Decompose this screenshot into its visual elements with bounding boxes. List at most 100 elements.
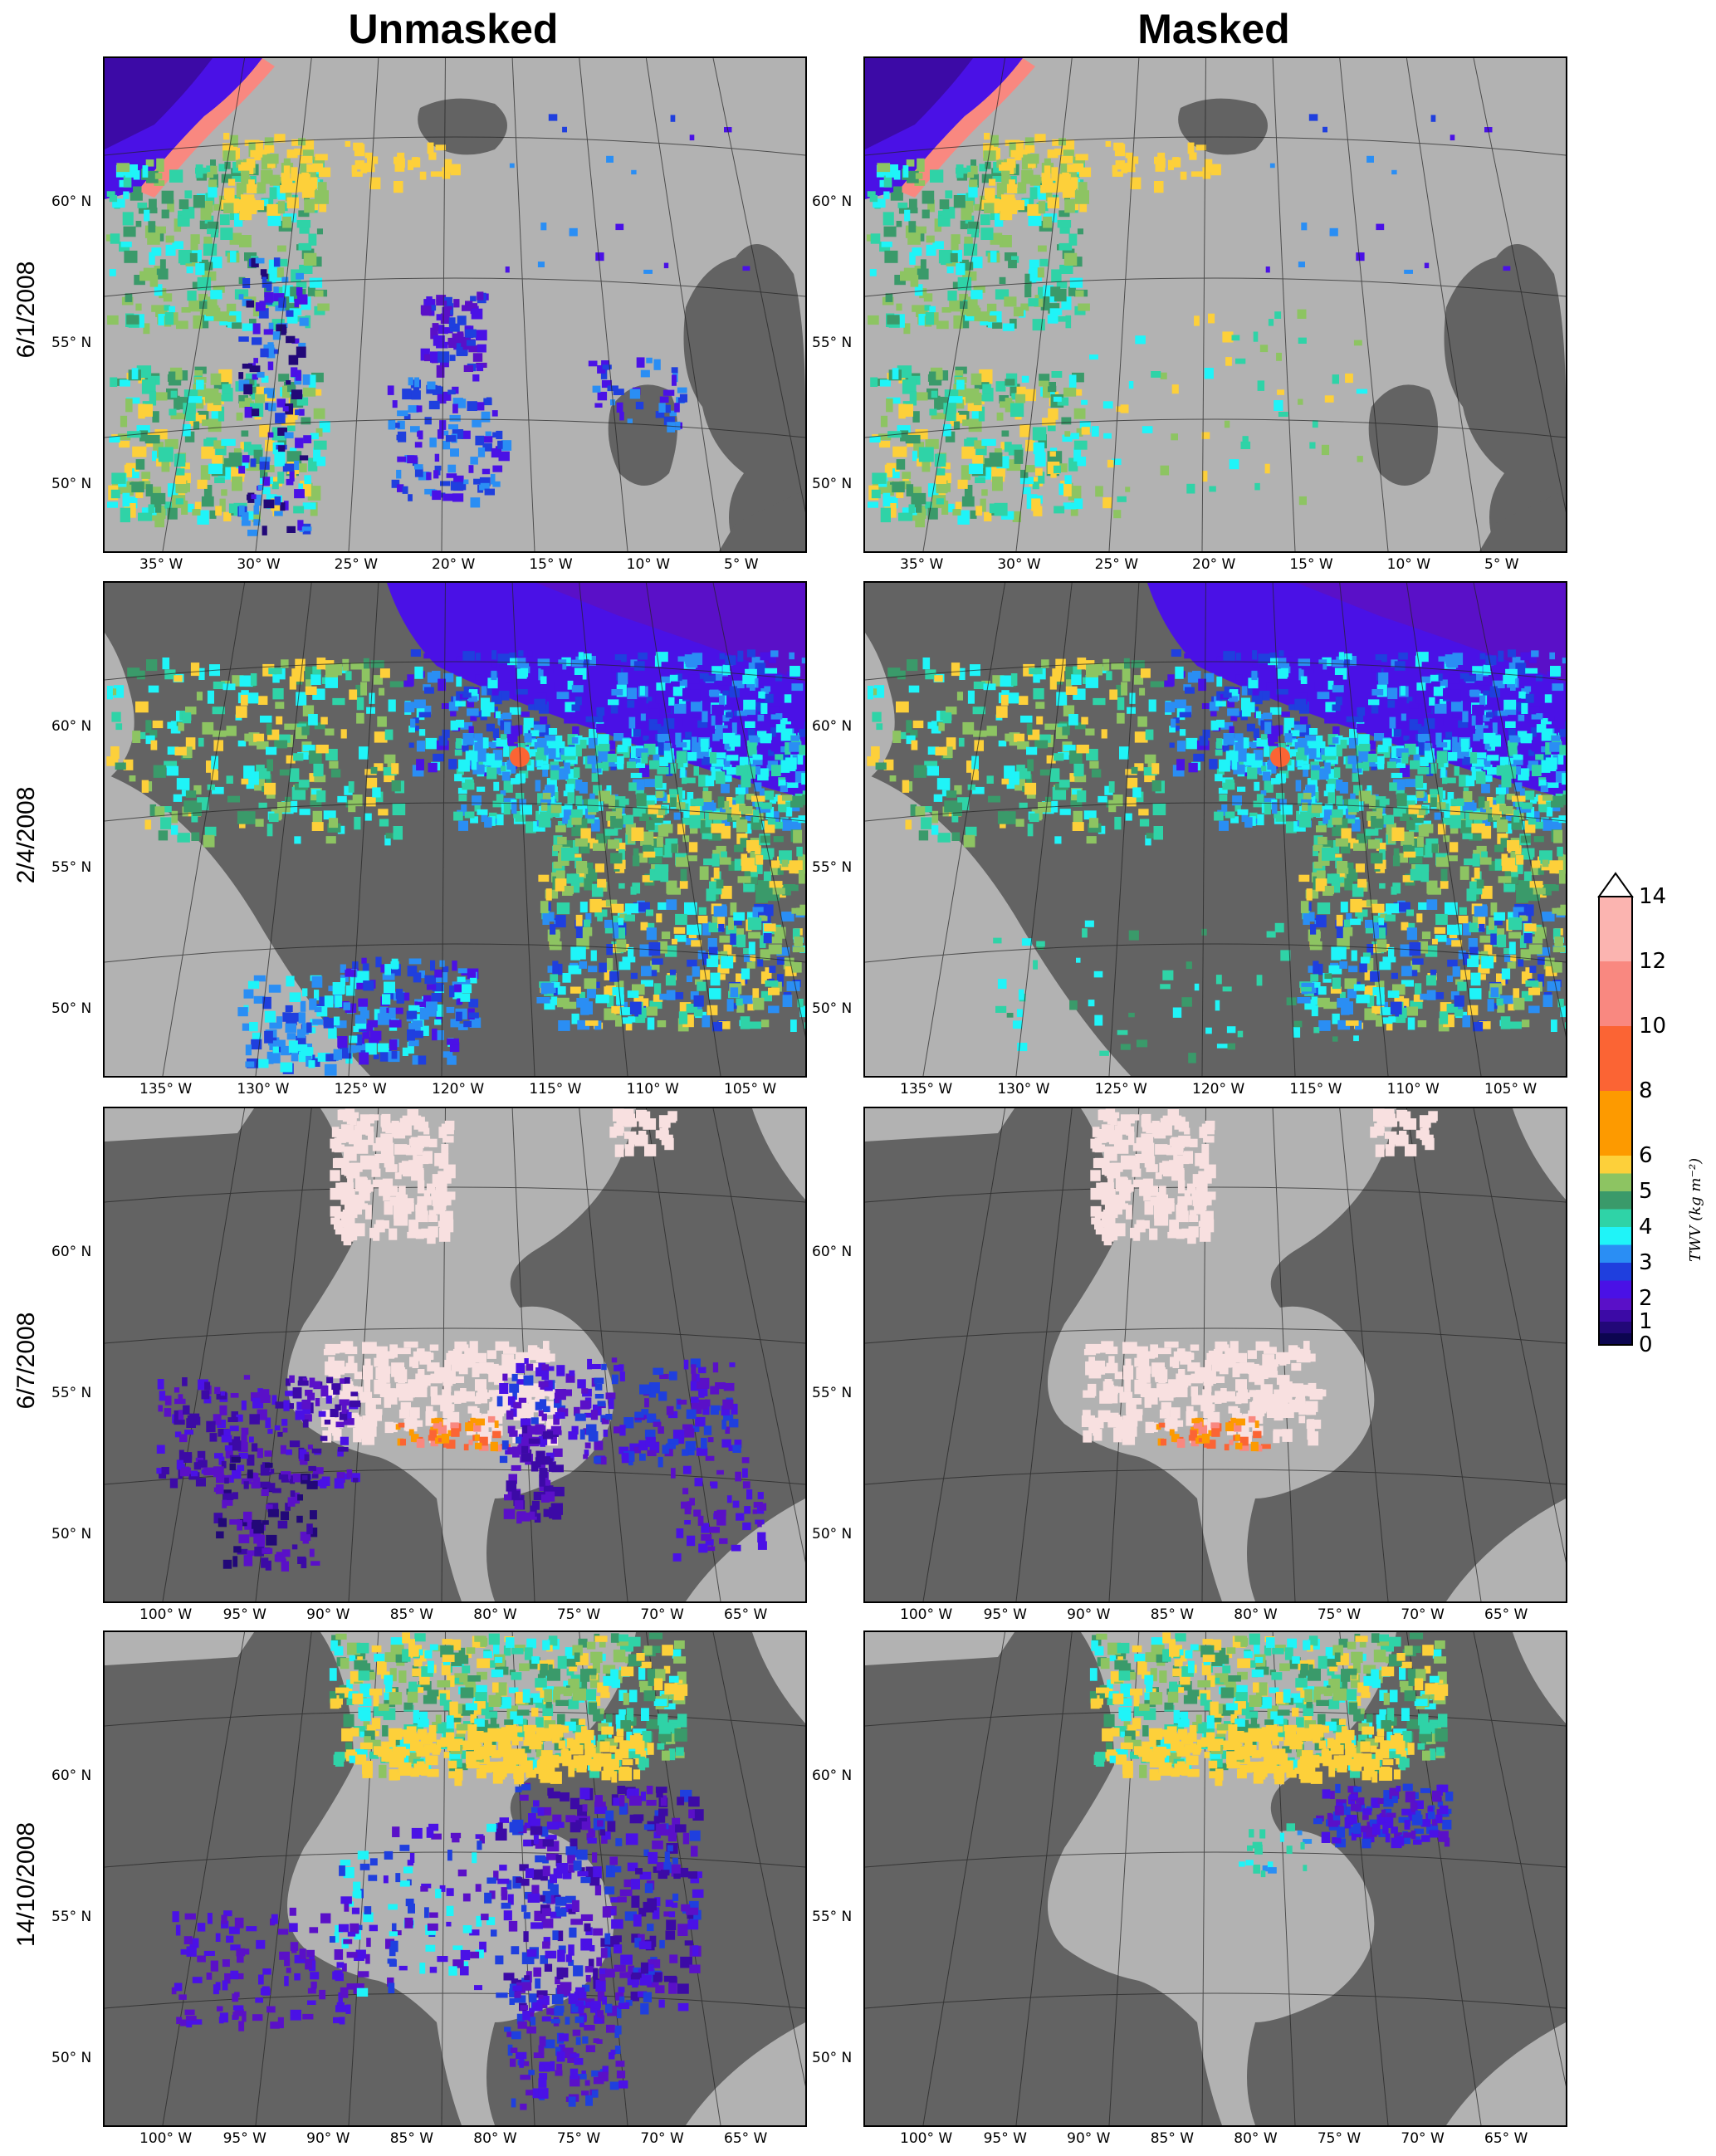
- longitude-label: 130° W: [997, 1081, 1050, 1098]
- graticule: [865, 1108, 1566, 1601]
- longitude-label: 30° W: [237, 556, 281, 573]
- map-canvas: [105, 1108, 805, 1601]
- latitude-label: 60° N: [812, 1767, 853, 1784]
- retrieval-pixels: [1081, 1108, 1438, 1452]
- longitude-label: 105° W: [1484, 1081, 1538, 1098]
- longitude-label: 75° W: [1317, 2130, 1362, 2147]
- longitude-label: 70° W: [1401, 2130, 1445, 2147]
- longitude-label: 95° W: [222, 2130, 266, 2147]
- longitude-label: 90° W: [1067, 1606, 1111, 1623]
- longitude-label: 135° W: [900, 1081, 953, 1098]
- colorbar-scale: [1597, 872, 1634, 1346]
- row-label-date-1: 6/1/2008: [12, 261, 40, 359]
- colorbar-band: [1599, 1298, 1632, 1310]
- longitude-label: 95° W: [222, 1606, 266, 1623]
- retrieval-pixels: [156, 1108, 767, 1572]
- longitude-label: 25° W: [334, 556, 379, 573]
- longitude-label: 85° W: [1150, 2130, 1195, 2147]
- great-britain: [1444, 244, 1566, 551]
- longitude-label: 35° W: [900, 556, 944, 573]
- latitude-label: 55° N: [51, 335, 92, 351]
- map-panel-unmasked-1: [103, 56, 807, 553]
- retrieval-pixels: [105, 114, 750, 536]
- longitude-label: 75° W: [556, 2130, 601, 2147]
- colorbar-title: TWV (kg m⁻²): [1687, 1157, 1704, 1262]
- longitude-label: 20° W: [1192, 556, 1236, 573]
- colorbar-tick-label: 6: [1639, 1143, 1653, 1168]
- map-panel-masked-1: [863, 56, 1567, 553]
- latitude-label: 50° N: [51, 2050, 92, 2066]
- iceland: [418, 98, 507, 155]
- latitude-label: 60° N: [812, 718, 853, 735]
- longitude-label: 80° W: [473, 2130, 517, 2147]
- longitude-label: 100° W: [900, 1606, 953, 1623]
- graticule: [105, 583, 805, 1076]
- map-canvas: [865, 583, 1566, 1076]
- colorbar-band: [1599, 1280, 1632, 1298]
- longitude-label: 100° W: [900, 2130, 953, 2147]
- longitude-label: 115° W: [1289, 1081, 1342, 1098]
- longitude-label: 65° W: [724, 1606, 768, 1623]
- colorbar-band: [1599, 1191, 1632, 1210]
- longitude-label: 75° W: [1317, 1606, 1362, 1623]
- latitude-label: 55° N: [51, 859, 92, 876]
- retrieval-pixels: [867, 649, 1566, 1063]
- longitude-label: 90° W: [1067, 2130, 1111, 2147]
- latitude-label: 60° N: [812, 193, 853, 210]
- map-canvas: [865, 1632, 1566, 2125]
- longitude-label: 20° W: [432, 556, 476, 573]
- longitude-label: 120° W: [1192, 1081, 1245, 1098]
- colorbar-band: [1599, 1026, 1632, 1091]
- longitude-label: 65° W: [724, 2130, 768, 2147]
- map-panel-unmasked-2: [103, 581, 807, 1078]
- colorbar-band: [1599, 1310, 1632, 1322]
- latitude-label: 50° N: [51, 1526, 92, 1542]
- map-canvas: [105, 583, 805, 1076]
- longitude-label: 5° W: [1484, 556, 1519, 573]
- great-britain: [683, 244, 805, 551]
- longitude-label: 90° W: [306, 2130, 350, 2147]
- longitude-label: 125° W: [334, 1081, 387, 1098]
- longitude-label: 90° W: [306, 1606, 350, 1623]
- graticule: [865, 58, 1566, 551]
- longitude-label: 85° W: [389, 2130, 434, 2147]
- longitude-label: 100° W: [139, 1606, 193, 1623]
- colorbar-band: [1599, 1263, 1632, 1281]
- latitude-label: 50° N: [51, 1000, 92, 1017]
- map-canvas: [105, 1632, 805, 2125]
- longitude-label: 25° W: [1094, 556, 1139, 573]
- colorbar-band: [1599, 1244, 1632, 1263]
- latitude-label: 55° N: [812, 1909, 853, 1925]
- latitude-label: 55° N: [51, 1909, 92, 1925]
- colorbar-band: [1599, 897, 1632, 961]
- latitude-label: 60° N: [51, 1244, 92, 1260]
- colorbar-tick-label: 4: [1639, 1215, 1653, 1239]
- longitude-label: 75° W: [556, 1606, 601, 1623]
- latitude-label: 50° N: [812, 476, 853, 492]
- longitude-label: 95° W: [983, 1606, 1027, 1623]
- colorbar-tick-label: 10: [1639, 1014, 1667, 1039]
- longitude-label: 130° W: [237, 1081, 290, 1098]
- colorbar-tick-label: 14: [1639, 884, 1667, 909]
- latitude-label: 60° N: [51, 1767, 92, 1784]
- row-label-date-2: 2/4/2008: [12, 786, 40, 884]
- row-label-date-3: 6/7/2008: [12, 1312, 40, 1410]
- retrieval-pixels: [171, 1632, 704, 2110]
- longitude-label: 110° W: [626, 1081, 679, 1098]
- latitude-label: 55° N: [812, 335, 853, 351]
- longitude-label: 10° W: [626, 556, 671, 573]
- longitude-label: 10° W: [1386, 556, 1431, 573]
- column-title-masked: Masked: [1137, 6, 1290, 52]
- colorbar-band: [1599, 1209, 1632, 1227]
- ireland: [1368, 384, 1438, 486]
- longitude-label: 70° W: [640, 1606, 684, 1623]
- longitude-label: 5° W: [724, 556, 759, 573]
- latitude-label: 50° N: [812, 2050, 853, 2066]
- colorbar-tick-label: 1: [1639, 1309, 1653, 1334]
- colorbar-tick-label: 5: [1639, 1179, 1653, 1204]
- colorbar-band: [1599, 1227, 1632, 1245]
- longitude-label: 120° W: [432, 1081, 485, 1098]
- latitude-label: 50° N: [51, 476, 92, 492]
- retrieval-pixels: [106, 649, 805, 1076]
- latitude-label: 60° N: [51, 193, 92, 210]
